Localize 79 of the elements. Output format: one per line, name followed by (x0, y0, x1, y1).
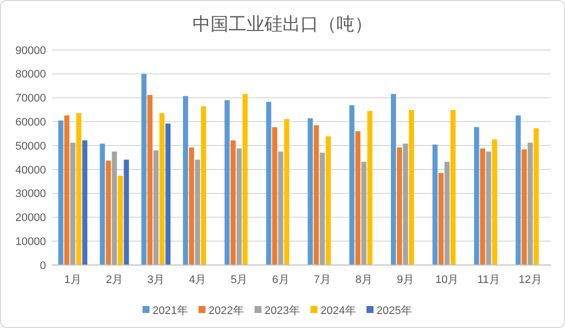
bar (450, 110, 456, 265)
bar (396, 147, 402, 265)
bar (432, 144, 438, 265)
bar (100, 144, 105, 265)
bar (118, 176, 123, 265)
y-tick-label: 50000 (15, 140, 46, 152)
bar (390, 94, 396, 265)
bar (444, 162, 450, 265)
x-tick-label: 8月 (355, 274, 372, 286)
x-tick-label: 1月 (64, 274, 82, 286)
bar (438, 173, 444, 265)
x-tick-label: 2月 (106, 274, 123, 286)
chart-title: 中国工业硅出口（吨） (192, 14, 372, 34)
bar (194, 160, 200, 265)
bar (516, 115, 521, 265)
bar (188, 147, 194, 265)
y-tick-label: 80000 (15, 68, 46, 81)
y-tick-label: 70000 (15, 92, 46, 105)
bar (159, 113, 165, 265)
legend-label: 2023年 (264, 304, 300, 317)
bar (266, 102, 272, 265)
y-tick-label: 10000 (15, 236, 46, 248)
x-tick-label: 4月 (188, 274, 206, 286)
legend-label: 2022年 (208, 304, 244, 317)
bar (284, 119, 290, 265)
bar (308, 118, 313, 265)
bar (349, 105, 354, 265)
bar (320, 152, 325, 265)
bar (408, 110, 414, 265)
bar (278, 152, 284, 265)
bar (153, 150, 159, 265)
legend-label: 2025年 (376, 304, 412, 317)
bar (70, 142, 76, 265)
y-tick-label: 60000 (15, 116, 46, 129)
bar (124, 160, 129, 265)
bar (272, 127, 278, 265)
bar (224, 100, 230, 265)
bar (355, 131, 360, 265)
bar (112, 152, 117, 265)
bar (242, 94, 248, 265)
bar (314, 125, 319, 265)
bar (361, 162, 366, 265)
x-tick-label: 9月 (396, 274, 414, 286)
x-tick-label: 3月 (147, 274, 165, 286)
bar (165, 124, 171, 265)
y-tick-label: 40000 (15, 164, 46, 176)
bar (58, 120, 64, 265)
y-tick-label: 90000 (15, 44, 46, 57)
bar (534, 128, 539, 265)
bar (402, 144, 408, 265)
legend-label: 2021年 (152, 304, 188, 317)
bar (522, 149, 527, 265)
bar (480, 148, 486, 265)
bar (486, 152, 492, 265)
x-tick-label: 7月 (314, 274, 331, 286)
x-tick-label: 11月 (477, 274, 500, 286)
x-tick-label: 6月 (272, 274, 290, 286)
bar (147, 94, 153, 265)
x-tick-label: 12月 (518, 274, 542, 286)
bar (64, 115, 70, 265)
bar (200, 106, 206, 265)
bar (230, 140, 236, 265)
bar (106, 160, 111, 265)
legend-label: 2024年 (320, 304, 356, 317)
bar (182, 96, 188, 265)
bar (326, 136, 331, 265)
x-tick-label: 5月 (230, 274, 248, 286)
x-tick-label: 10月 (435, 274, 459, 286)
bar (141, 74, 147, 265)
y-tick-label: 30000 (15, 188, 46, 200)
y-tick-label: 0 (40, 260, 46, 272)
y-tick-label: 20000 (15, 212, 46, 224)
bar (236, 148, 242, 265)
bar (367, 110, 372, 265)
bar (76, 113, 82, 265)
bar (82, 140, 88, 265)
bar (528, 142, 533, 265)
bar (492, 139, 498, 265)
bar (474, 127, 480, 265)
